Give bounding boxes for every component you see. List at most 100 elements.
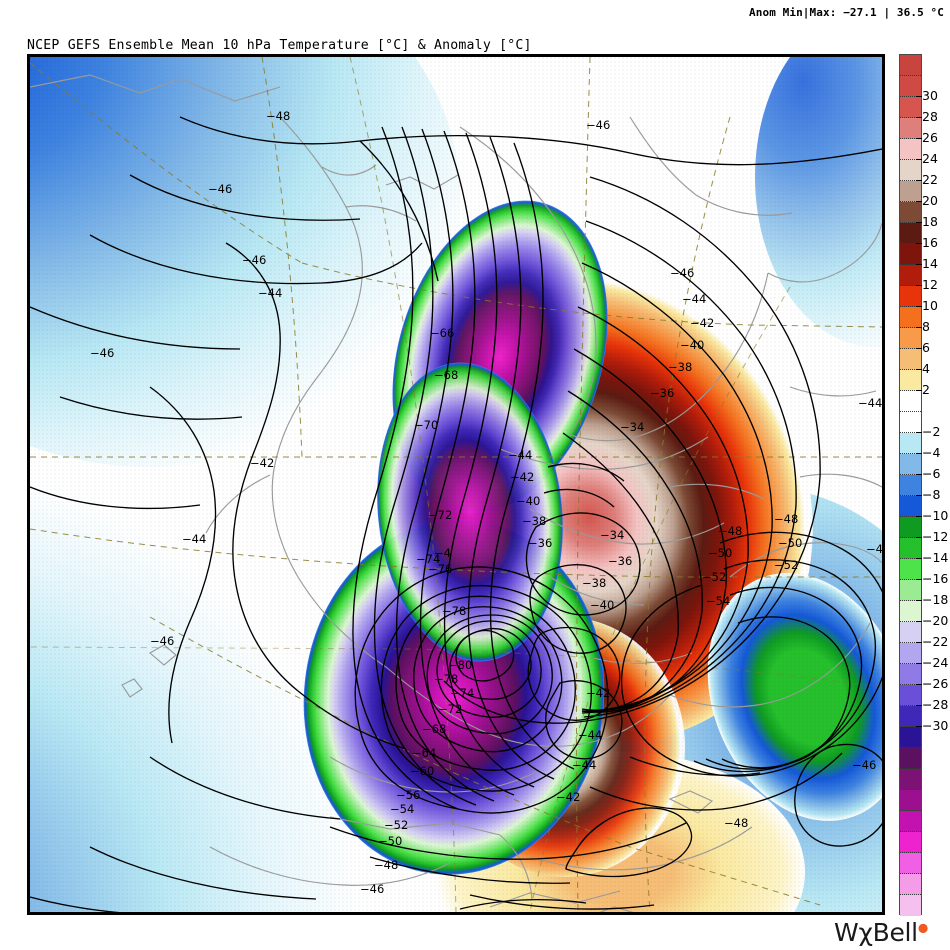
map-frame[interactable]: −48 −46 −46 −46 −46 −44 −42 −44 −46 −46 … [27,54,885,915]
colorbar-tick-mark [916,642,922,643]
contour-label: −4 [434,546,451,560]
colorbar-tick-mark [916,432,922,433]
contour-label: −72 [428,508,452,522]
colorbar[interactable] [899,54,922,916]
colorbar-tick-mark [916,684,922,685]
contour-label: −54 [390,802,414,816]
colorbar-tick-label: 14 [916,256,938,271]
colorbar-cell [900,76,921,97]
contour-label: −68 [434,368,458,382]
contour-label: −42 [250,456,274,470]
colorbar-cell [900,412,921,433]
contour-label: −46 [852,758,876,772]
colorbar-cell [900,622,921,643]
colorbar-cell [900,832,921,853]
contour-label: −50 [708,546,732,560]
colorbar-tick-labels: 30 28 26 24 22 20 18 16 14 12 10 8 6 4 2 −2 −4 −6 −8 −10 −12… [916,54,950,915]
contour-label: −64 [412,746,436,760]
contour-label: −38 [522,514,546,528]
colorbar-tick-mark [916,600,922,601]
contour-label: −72 [438,702,462,716]
stipple-overlay [30,57,882,912]
colorbar-tick-mark [916,96,922,97]
title-line-1: NCEP GEFS Ensemble Mean 10 hPa Temperatu… [27,38,532,53]
contour-label: −48 [374,858,398,872]
anomaly-minmax-label: Anom Min|Max: −27.1 | 36.5 °C [749,6,944,19]
colorbar-tick-mark [916,495,922,496]
contour-label: −60 [410,764,434,778]
contour-label: −46 [586,118,610,132]
wxbell-logo-dot: ● [917,920,928,935]
contour-label: −76 [428,562,452,576]
map-canvas[interactable]: −48 −46 −46 −46 −46 −44 −42 −44 −46 −46 … [30,57,882,912]
colorbar-cell [900,244,921,265]
colorbar-cell [900,580,921,601]
watermark: WχBell● [0,918,950,950]
colorbar-tick-label: −8 [916,487,940,502]
colorbar-tick-label: −4 [916,445,940,460]
colorbar-tick-label: 2 [916,382,930,397]
contour-label: −48 [724,816,748,830]
colorbar-cell [900,895,921,916]
colorbar-tick-label: 12 [916,277,938,292]
colorbar-cell [900,223,921,244]
colorbar-tick-label: 24 [916,151,938,166]
contour-label: −46 [90,346,114,360]
contour-label: −78 [434,672,458,686]
colorbar-tick-label: 10 [916,298,938,313]
colorbar-tick-mark [916,516,922,517]
colorbar-cell [900,328,921,349]
colorbar-tick-label: 26 [916,130,938,145]
contour-label: −42 [690,316,714,330]
svg-text:−48: −48 [266,109,290,123]
colorbar-cell [900,559,921,580]
colorbar-tick-mark [916,138,922,139]
colorbar-tick-mark [916,537,922,538]
colorbar-cell [900,496,921,517]
colorbar-tick-label: −30 [916,718,948,733]
colorbar-tick-mark [916,327,922,328]
colorbar-tick-label: −18 [916,592,948,607]
contour-label: −44 [682,292,706,306]
colorbar-tick-mark [916,159,922,160]
colorbar-cell [900,433,921,454]
colorbar-tick-label: −6 [916,466,940,481]
colorbar-tick-label: 22 [916,172,938,187]
colorbar-tick-mark [916,264,922,265]
colorbar-tick-label: 28 [916,109,938,124]
contour-label: −44 [258,286,282,300]
colorbar-tick-mark [916,705,922,706]
contour-label: −48 [266,109,290,123]
colorbar-cell [900,538,921,559]
contour-label: −54 [706,594,730,608]
contour-label: −46 [866,542,882,556]
contour-label: −34 [620,420,644,434]
colorbar-tick-mark [916,201,922,202]
colorbar-tick-label: −10 [916,508,948,523]
colorbar-tick-label: −22 [916,634,948,649]
colorbar-tick-label: 20 [916,193,938,208]
contour-label: −40 [590,598,614,612]
colorbar-tick-mark [916,579,922,580]
colorbar-tick-label: −26 [916,676,948,691]
contour-label: −44 [508,448,532,462]
contour-label: −36 [528,536,552,550]
contour-label: −56 [396,788,420,802]
colorbar-tick-label: −14 [916,550,948,565]
colorbar-tick-mark [916,180,922,181]
colorbar-cell [900,790,921,811]
colorbar-cell [900,454,921,475]
colorbar-cell [900,97,921,118]
contour-label: −48 [774,512,798,526]
colorbar-cell [900,643,921,664]
colorbar-tick-mark [916,306,922,307]
colorbar-cell [900,685,921,706]
contour-label: −78 [442,604,466,618]
contour-label: −42 [556,790,580,804]
temperature-contour-layer [30,116,882,912]
colorbar-tick-mark [916,369,922,370]
colorbar-cell [900,202,921,223]
colorbar-cell [900,601,921,622]
colorbar-cell [900,874,921,895]
contour-label: −34 [600,528,624,542]
